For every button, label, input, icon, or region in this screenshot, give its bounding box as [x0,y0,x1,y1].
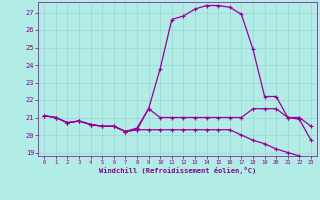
X-axis label: Windchill (Refroidissement éolien,°C): Windchill (Refroidissement éolien,°C) [99,167,256,174]
